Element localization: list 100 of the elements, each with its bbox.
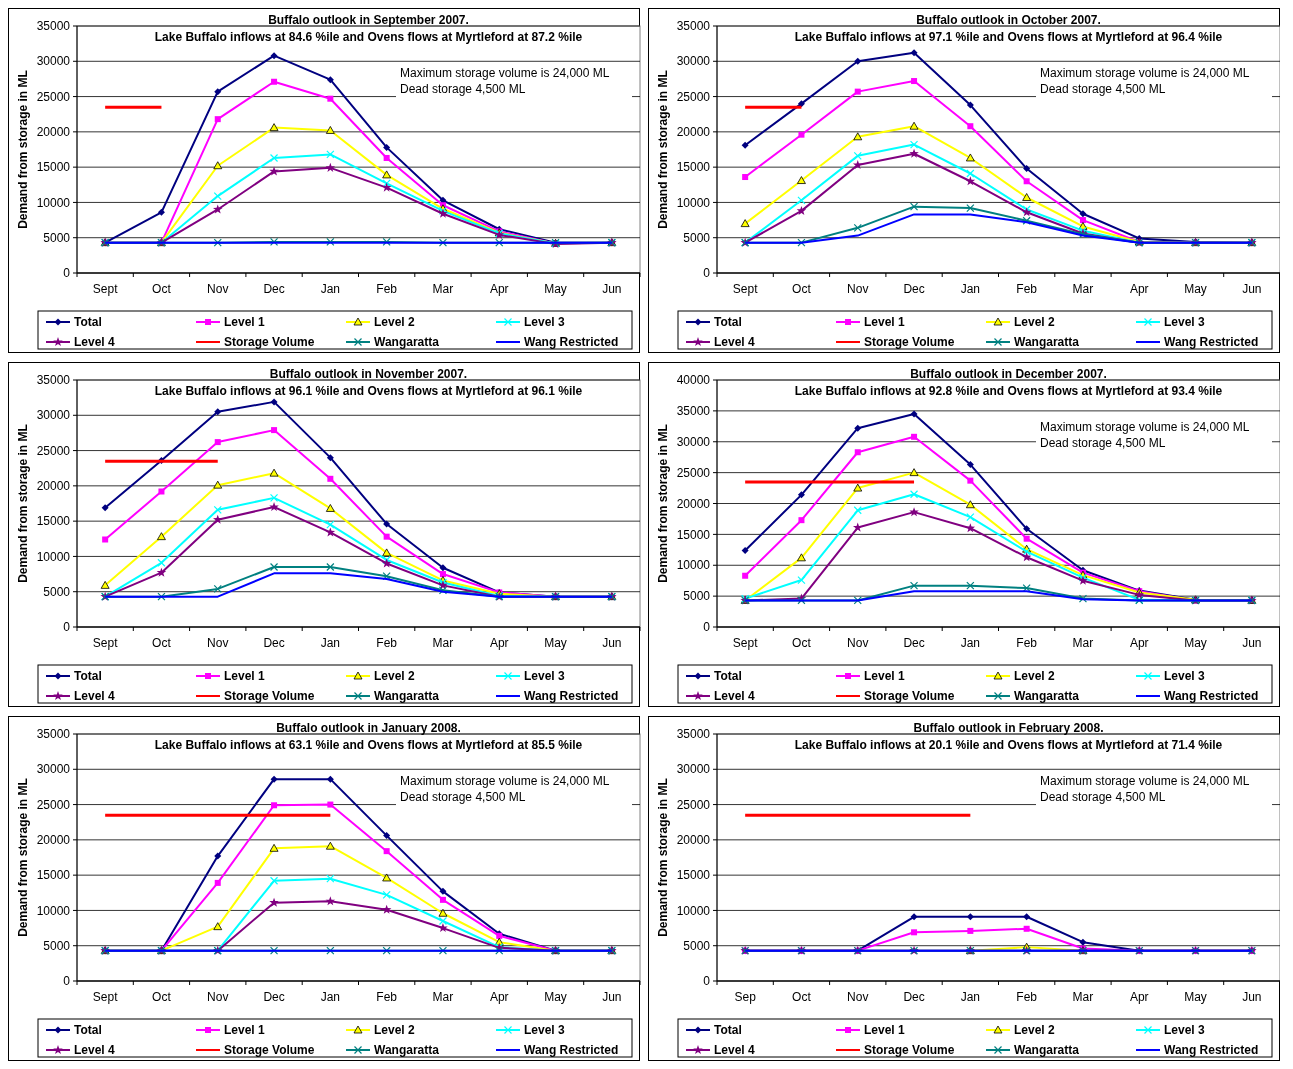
x-tick-label: Apr [489, 282, 509, 296]
y-tick-label: 30000 [676, 762, 711, 777]
legend-label: Wangaratta [1014, 689, 1080, 704]
y-tick-label: 35000 [36, 727, 71, 742]
y-tick-label: 25000 [36, 89, 71, 104]
annotation: Dead storage 4,500 ML [400, 82, 526, 96]
y-tick-label: 25000 [36, 797, 71, 812]
y-tick-label: 10000 [676, 903, 711, 918]
x-tick-label: Feb [1016, 990, 1038, 1004]
x-tick-label: Mar [1072, 282, 1094, 296]
x-tick-label: Sept [732, 282, 759, 296]
annotation: Dead storage 4,500 ML [1040, 82, 1166, 96]
legend-label: Level 2 [1014, 315, 1056, 330]
x-tick-label: Jan [960, 282, 981, 296]
annotation: Maximum storage volume is 24,000 ML [400, 66, 610, 80]
legend-label: Storage Volume [224, 1043, 315, 1058]
x-tick-label: Oct [792, 636, 812, 650]
x-tick-label: May [1184, 282, 1207, 296]
y-tick-label: 5000 [43, 230, 71, 245]
legend-label: Wang Restricted [524, 335, 619, 350]
legend-label: Wang Restricted [1164, 1043, 1259, 1058]
y-tick-label: 30000 [36, 762, 71, 777]
x-tick-label: Feb [376, 282, 398, 296]
y-tick-label: 15000 [676, 527, 711, 542]
y-tick-label: 10000 [676, 195, 711, 210]
x-tick-label: Feb [376, 636, 398, 650]
y-tick-label: 20000 [36, 479, 71, 494]
x-tick-label: Jun [602, 636, 622, 650]
x-tick-label: Nov [847, 282, 869, 296]
y-tick-label: 35000 [676, 727, 711, 742]
y-axis-title: Demand from storage in ML [656, 778, 670, 937]
legend-label: Total [714, 315, 742, 330]
y-tick-label: 15000 [36, 868, 71, 883]
chart-subtitle: Lake Buffalo inflows at 63.1 %ile and Ovens flows at Myrtleford at 85.5 %ile [154, 738, 583, 752]
legend-label: Wangaratta [1014, 1043, 1080, 1058]
legend-label: Level 4 [714, 689, 756, 704]
x-tick-label: Dec [263, 282, 285, 296]
annotation: Dead storage 4,500 ML [1040, 436, 1166, 450]
x-tick-label: May [1184, 636, 1207, 650]
legend-label: Storage Volume [864, 335, 955, 350]
y-tick-label: 30000 [36, 408, 71, 423]
legend-label: Level 4 [714, 1043, 756, 1058]
x-tick-label: Jan [960, 990, 981, 1004]
legend-label: Level 3 [524, 1023, 566, 1038]
y-tick-label: 35000 [676, 19, 711, 34]
y-tick-label: 0 [703, 266, 711, 281]
y-tick-label: 25000 [676, 89, 711, 104]
y-tick-label: 20000 [36, 125, 71, 140]
y-tick-label: 20000 [676, 833, 711, 848]
y-tick-label: 10000 [36, 903, 71, 918]
x-tick-label: Mar [1072, 636, 1094, 650]
y-tick-label: 35000 [36, 19, 71, 34]
x-tick-label: Jan [960, 636, 981, 650]
legend-label: Total [74, 315, 102, 330]
y-tick-label: 0 [63, 620, 71, 635]
legend-label: Level 3 [1164, 1023, 1206, 1038]
x-tick-label: Jun [1242, 282, 1262, 296]
y-tick-label: 5000 [683, 230, 711, 245]
chart-subtitle: Lake Buffalo inflows at 92.8 %ile and Ovens flows at Myrtleford at 93.4 %ile [794, 384, 1223, 398]
legend-label: Wang Restricted [1164, 689, 1259, 704]
x-tick-label: Apr [489, 990, 509, 1004]
legend-label: Wang Restricted [524, 689, 619, 704]
chart-title: Buffalo outlook in October 2007. [916, 13, 1101, 27]
y-tick-label: 0 [703, 620, 711, 635]
x-tick-label: Jan [320, 990, 341, 1004]
x-tick-label: Jun [602, 282, 622, 296]
legend-label: Wangaratta [1014, 335, 1080, 350]
y-tick-label: 5000 [43, 584, 71, 599]
legend-label: Level 1 [864, 1023, 906, 1038]
legend-label: Total [74, 669, 102, 684]
y-tick-label: 25000 [676, 797, 711, 812]
y-tick-label: 15000 [36, 160, 71, 175]
chart-title: Buffalo outlook in September 2007. [268, 13, 469, 27]
x-tick-label: Sept [92, 636, 119, 650]
x-tick-label: May [544, 636, 567, 650]
x-tick-label: Mar [1072, 990, 1094, 1004]
legend-label: Level 2 [374, 669, 416, 684]
y-tick-label: 5000 [683, 589, 711, 604]
chart-title: Buffalo outlook in February 2008. [913, 721, 1104, 735]
legend-label: Level 3 [1164, 315, 1206, 330]
x-tick-label: Dec [903, 282, 925, 296]
legend-label: Level 1 [224, 669, 266, 684]
y-tick-label: 0 [703, 974, 711, 989]
legend-label: Total [714, 1023, 742, 1038]
annotation: Maximum storage volume is 24,000 ML [400, 774, 610, 788]
legend-label: Level 4 [74, 335, 116, 350]
legend-label: Storage Volume [864, 1043, 955, 1058]
x-tick-label: Dec [903, 636, 925, 650]
legend-label: Level 3 [1164, 669, 1206, 684]
legend-label: Storage Volume [224, 335, 315, 350]
x-tick-label: Sept [92, 282, 119, 296]
legend-label: Wangaratta [374, 1043, 440, 1058]
legend-label: Storage Volume [864, 689, 955, 704]
y-tick-label: 30000 [676, 434, 711, 449]
x-tick-label: Mar [432, 282, 454, 296]
y-tick-label: 0 [63, 266, 71, 281]
y-tick-label: 10000 [36, 549, 71, 564]
legend-label: Level 1 [224, 315, 266, 330]
y-tick-label: 15000 [676, 868, 711, 883]
x-tick-label: Sept [92, 990, 119, 1004]
